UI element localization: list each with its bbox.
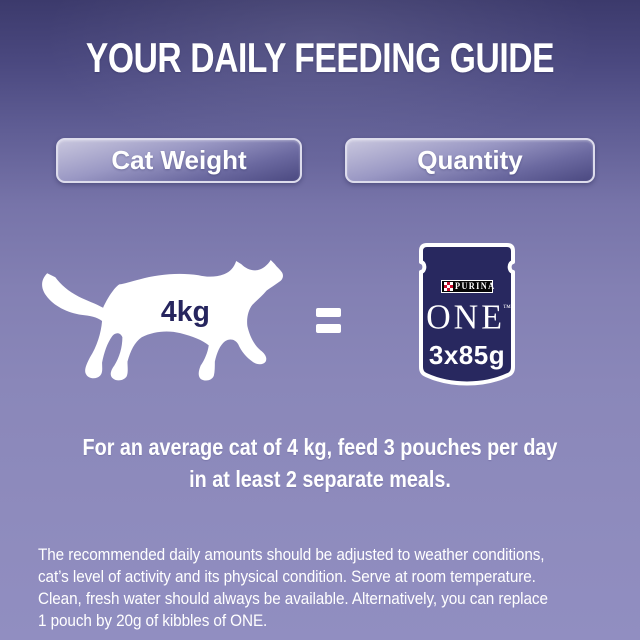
- equals-bar-bottom: [316, 324, 341, 333]
- column-header-quantity: Quantity: [345, 138, 595, 183]
- purina-brand-name: PURINA: [455, 281, 496, 291]
- feeding-instruction: For an average cat of 4 kg, feed 3 pouch…: [45, 431, 595, 495]
- disclaimer-line: 1 pouch by 20g of kibbles of ONE.: [38, 611, 268, 630]
- equals-icon: [316, 308, 341, 333]
- cat-weight-header-label: Cat Weight: [111, 145, 247, 175]
- cat-silhouette: 4kg: [34, 258, 288, 390]
- trademark-symbol: ™: [503, 302, 511, 312]
- column-header-cat-weight: Cat Weight: [56, 138, 302, 183]
- disclaimer-text: The recommended daily amounts should be …: [38, 544, 605, 632]
- pouch-outline-icon: [419, 243, 515, 386]
- quantity-header-label: Quantity: [417, 145, 523, 175]
- disclaimer-line: The recommended daily amounts should be …: [38, 545, 545, 564]
- disclaimer-line: cat’s level of activity and its physical…: [38, 567, 536, 586]
- food-pouch: PURINA ONE™ 3x85g: [417, 242, 517, 392]
- page-title: YOUR DAILY FEEDING GUIDE: [85, 34, 555, 81]
- disclaimer-line: Clean, fresh water should always be avai…: [38, 589, 548, 608]
- pouch-quantity-value: 3x85g: [428, 340, 506, 370]
- equals-bar-top: [316, 308, 341, 317]
- purina-checkerboard-icon: [444, 282, 453, 291]
- feeding-instruction-line2: in at least 2 separate meals.: [189, 466, 451, 492]
- cat-weight-value: 4kg: [161, 296, 210, 328]
- one-product-name: ONE™: [426, 294, 511, 335]
- cat-icon: 4kg: [42, 260, 283, 381]
- feeding-instruction-line1: For an average cat of 4 kg, feed 3 pouch…: [82, 434, 558, 460]
- purina-logo: PURINA: [441, 280, 496, 293]
- pouch-label: PURINA ONE™ 3x85g: [417, 242, 517, 392]
- one-text: ONE: [426, 298, 506, 337]
